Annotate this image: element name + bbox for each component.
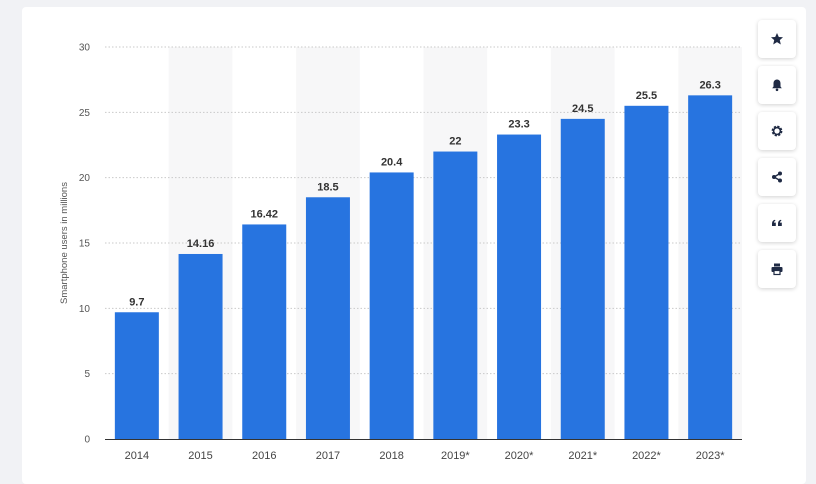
gear-icon (771, 125, 783, 137)
bar-2020[interactable] (497, 134, 542, 439)
bars (114, 95, 733, 440)
x-tick-label: 2018 (379, 450, 403, 462)
x-tick-label: 2016 (252, 450, 276, 462)
x-tick-label: 2019* (441, 450, 470, 462)
bell-icon (772, 79, 782, 92)
share-button[interactable] (758, 158, 796, 196)
x-tick-label: 2020* (505, 450, 534, 462)
share-icon (772, 171, 782, 183)
y-tick-label: 20 (79, 173, 91, 184)
cite-button[interactable] (758, 204, 796, 242)
bar-2022[interactable] (624, 105, 669, 440)
settings-button[interactable] (758, 112, 796, 150)
favorite-button[interactable] (758, 20, 796, 58)
x-axis-ticks: 2014 2015 2016 2017 2018 2019* 2020* 2021* 2022*… (125, 450, 726, 462)
bar-2014[interactable] (114, 312, 159, 439)
notification-button[interactable] (758, 66, 796, 104)
bar-2023[interactable] (688, 95, 733, 439)
x-tick-label: 2014 (125, 450, 149, 462)
value-label: 18.5 (317, 181, 338, 193)
quote-icon (772, 219, 782, 226)
y-tick-label: 5 (84, 369, 90, 380)
bar-2017[interactable] (305, 197, 350, 439)
star-icon (771, 33, 783, 45)
y-tick-label: 0 (84, 435, 90, 446)
bar-2015[interactable] (178, 253, 223, 439)
value-label: 16.42 (250, 208, 278, 220)
value-label: 20.4 (381, 156, 403, 168)
y-tick-label: 10 (79, 304, 91, 315)
y-axis-title: Smartphone users in millions (59, 182, 70, 304)
bar-2021[interactable] (560, 118, 605, 439)
x-tick-label: 2017 (316, 450, 340, 462)
value-label: 26.3 (699, 79, 720, 91)
print-button[interactable] (758, 250, 796, 288)
value-label: 22 (449, 136, 461, 148)
bar-2019[interactable] (433, 151, 478, 440)
value-labels: 9.7 14.16 16.42 18.5 20.4 22 23.3 24.5 25.5 26.3 (129, 79, 721, 308)
value-label: 24.5 (572, 103, 593, 115)
toolbar (758, 20, 796, 288)
y-tick-label: 25 (79, 108, 91, 119)
bar-2018[interactable] (369, 172, 414, 439)
bar-2016[interactable] (242, 224, 287, 439)
value-label: 23.3 (508, 119, 529, 131)
x-tick-label: 2015 (188, 450, 212, 462)
print-icon (771, 263, 783, 276)
value-label: 14.16 (187, 238, 215, 250)
y-tick-label: 30 (79, 43, 91, 54)
y-tick-label: 15 (79, 239, 91, 250)
x-tick-label: 2022* (632, 450, 661, 462)
value-label: 9.7 (129, 296, 144, 308)
value-label: 25.5 (636, 90, 657, 102)
x-tick-label: 2021* (568, 450, 597, 462)
x-tick-label: 2023* (696, 450, 725, 462)
y-axis-ticks: 0 5 10 15 20 25 30 (79, 43, 91, 446)
